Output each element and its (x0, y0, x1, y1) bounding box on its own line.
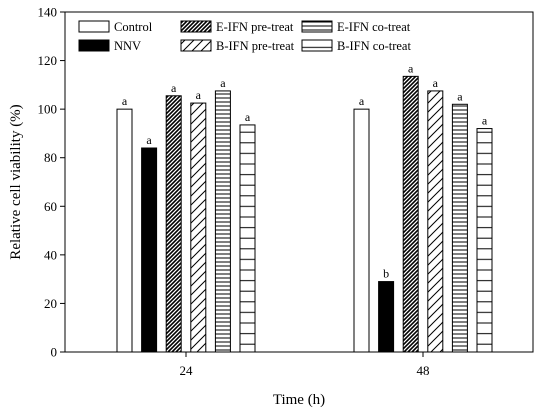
x-axis-title: Time (h) (273, 392, 325, 408)
significance-label: a (482, 114, 488, 128)
legend-swatch (301, 39, 333, 52)
significance-label: a (171, 81, 177, 95)
bar (476, 128, 493, 353)
legend-label: Control (114, 20, 153, 34)
y-tick-label: 60 (44, 199, 57, 214)
y-tick-label: 80 (44, 150, 57, 165)
bar (141, 147, 158, 353)
legend-label: B-IFN co-treat (337, 39, 411, 53)
significance-label: a (457, 89, 463, 103)
legend-swatch (301, 20, 333, 33)
bar (378, 281, 395, 353)
y-axis-title: Relative cell viability (%) (8, 104, 24, 259)
bar (190, 102, 207, 353)
legend-swatch (180, 39, 212, 52)
legend-swatch (180, 20, 212, 33)
x-axis: 24 48 (180, 352, 430, 378)
legend-swatch (78, 39, 110, 52)
significance-label: a (122, 94, 128, 108)
y-tick-label: 100 (38, 102, 58, 117)
significance-label: b (383, 267, 389, 281)
legend-label: B-IFN pre-treat (216, 39, 295, 53)
significance-label: a (196, 88, 202, 102)
y-tick-label: 0 (51, 345, 58, 360)
significance-label: a (408, 61, 414, 75)
significance-label: a (359, 94, 365, 108)
plot-frame (64, 11, 534, 353)
significance-label: a (220, 76, 226, 90)
legend: Control NNV E-IFN pre-treat B-IFN pre-treat… (78, 20, 411, 53)
bar (165, 95, 182, 353)
legend-label: NNV (114, 39, 141, 53)
legend-label: E-IFN pre-treat (216, 20, 294, 34)
y-tick-label: 20 (44, 296, 57, 311)
significance-label: a (245, 110, 251, 124)
bar (402, 75, 419, 353)
y-tick-label: 120 (38, 53, 58, 68)
bar (451, 103, 468, 353)
x-tick-label: 48 (417, 363, 430, 378)
significance-labels: a a a a a a a b a a a a (122, 61, 488, 280)
significance-label: a (433, 76, 439, 90)
bar (239, 124, 256, 353)
y-tick-label: 40 (44, 247, 57, 262)
bar (427, 90, 444, 353)
y-axis: 0 20 40 60 80 100 120 140 (38, 5, 65, 360)
bar (353, 108, 370, 353)
legend-swatch (78, 20, 110, 33)
x-tick-label: 24 (180, 363, 194, 378)
bar (116, 108, 133, 353)
y-tick-label: 140 (38, 5, 58, 20)
bar (214, 90, 231, 353)
significance-label: a (146, 133, 152, 147)
legend-label: E-IFN co-treat (337, 20, 411, 34)
bars (116, 75, 493, 353)
